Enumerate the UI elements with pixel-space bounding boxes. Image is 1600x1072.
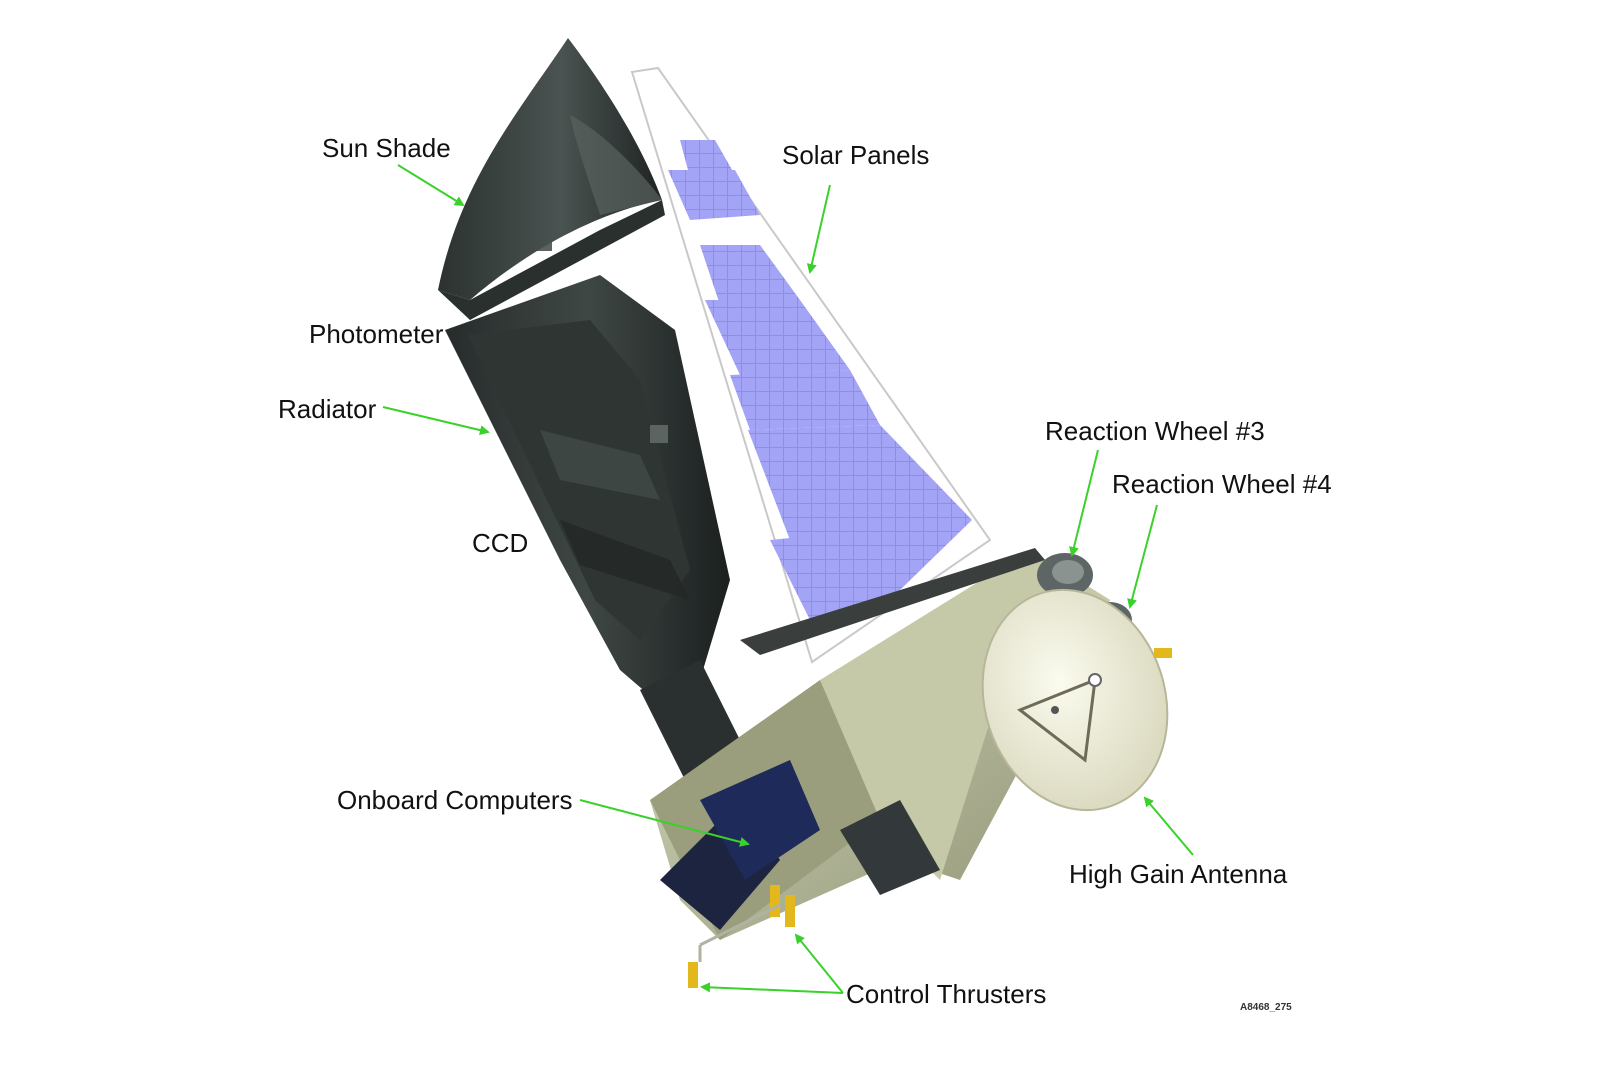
- label-solar-panels: Solar Panels: [782, 140, 930, 170]
- label-control-thrusters: Control Thrusters: [846, 979, 1047, 1009]
- arrow-sun-shade: [397, 164, 465, 207]
- label-radiator: Radiator: [278, 394, 377, 424]
- label-photometer: Photometer: [309, 319, 444, 349]
- arrow-control-thrusters-1: [794, 933, 844, 994]
- arrow-reaction-wheel-4: [1127, 504, 1158, 609]
- arrow-onboard-computers: [579, 799, 750, 847]
- arrow-high-gain-antenna: [1143, 796, 1194, 856]
- high-gain-antenna: [981, 588, 1169, 812]
- label-high-gain-antenna: High Gain Antenna: [1069, 859, 1288, 889]
- label-reaction-wheel-3: Reaction Wheel #3: [1045, 416, 1265, 446]
- label-sun-shade: Sun Shade: [322, 133, 451, 163]
- callout-arrows: [382, 164, 1194, 994]
- arrow-radiator: [382, 406, 490, 436]
- label-ccd: CCD: [472, 528, 529, 558]
- control-thrusters: [688, 648, 1172, 988]
- solar-panel-wing: [630, 66, 992, 664]
- figure-code: A8468_275: [1240, 1002, 1292, 1013]
- label-onboard-computers: Onboard Computers: [337, 785, 573, 815]
- arrow-control-thrusters-2: [700, 982, 844, 994]
- sun-shade: [438, 38, 665, 320]
- arrow-solar-panels: [806, 184, 831, 274]
- arrow-reaction-wheel-3: [1069, 449, 1099, 557]
- telescope-body: [445, 235, 760, 790]
- label-reaction-wheel-4: Reaction Wheel #4: [1112, 469, 1332, 499]
